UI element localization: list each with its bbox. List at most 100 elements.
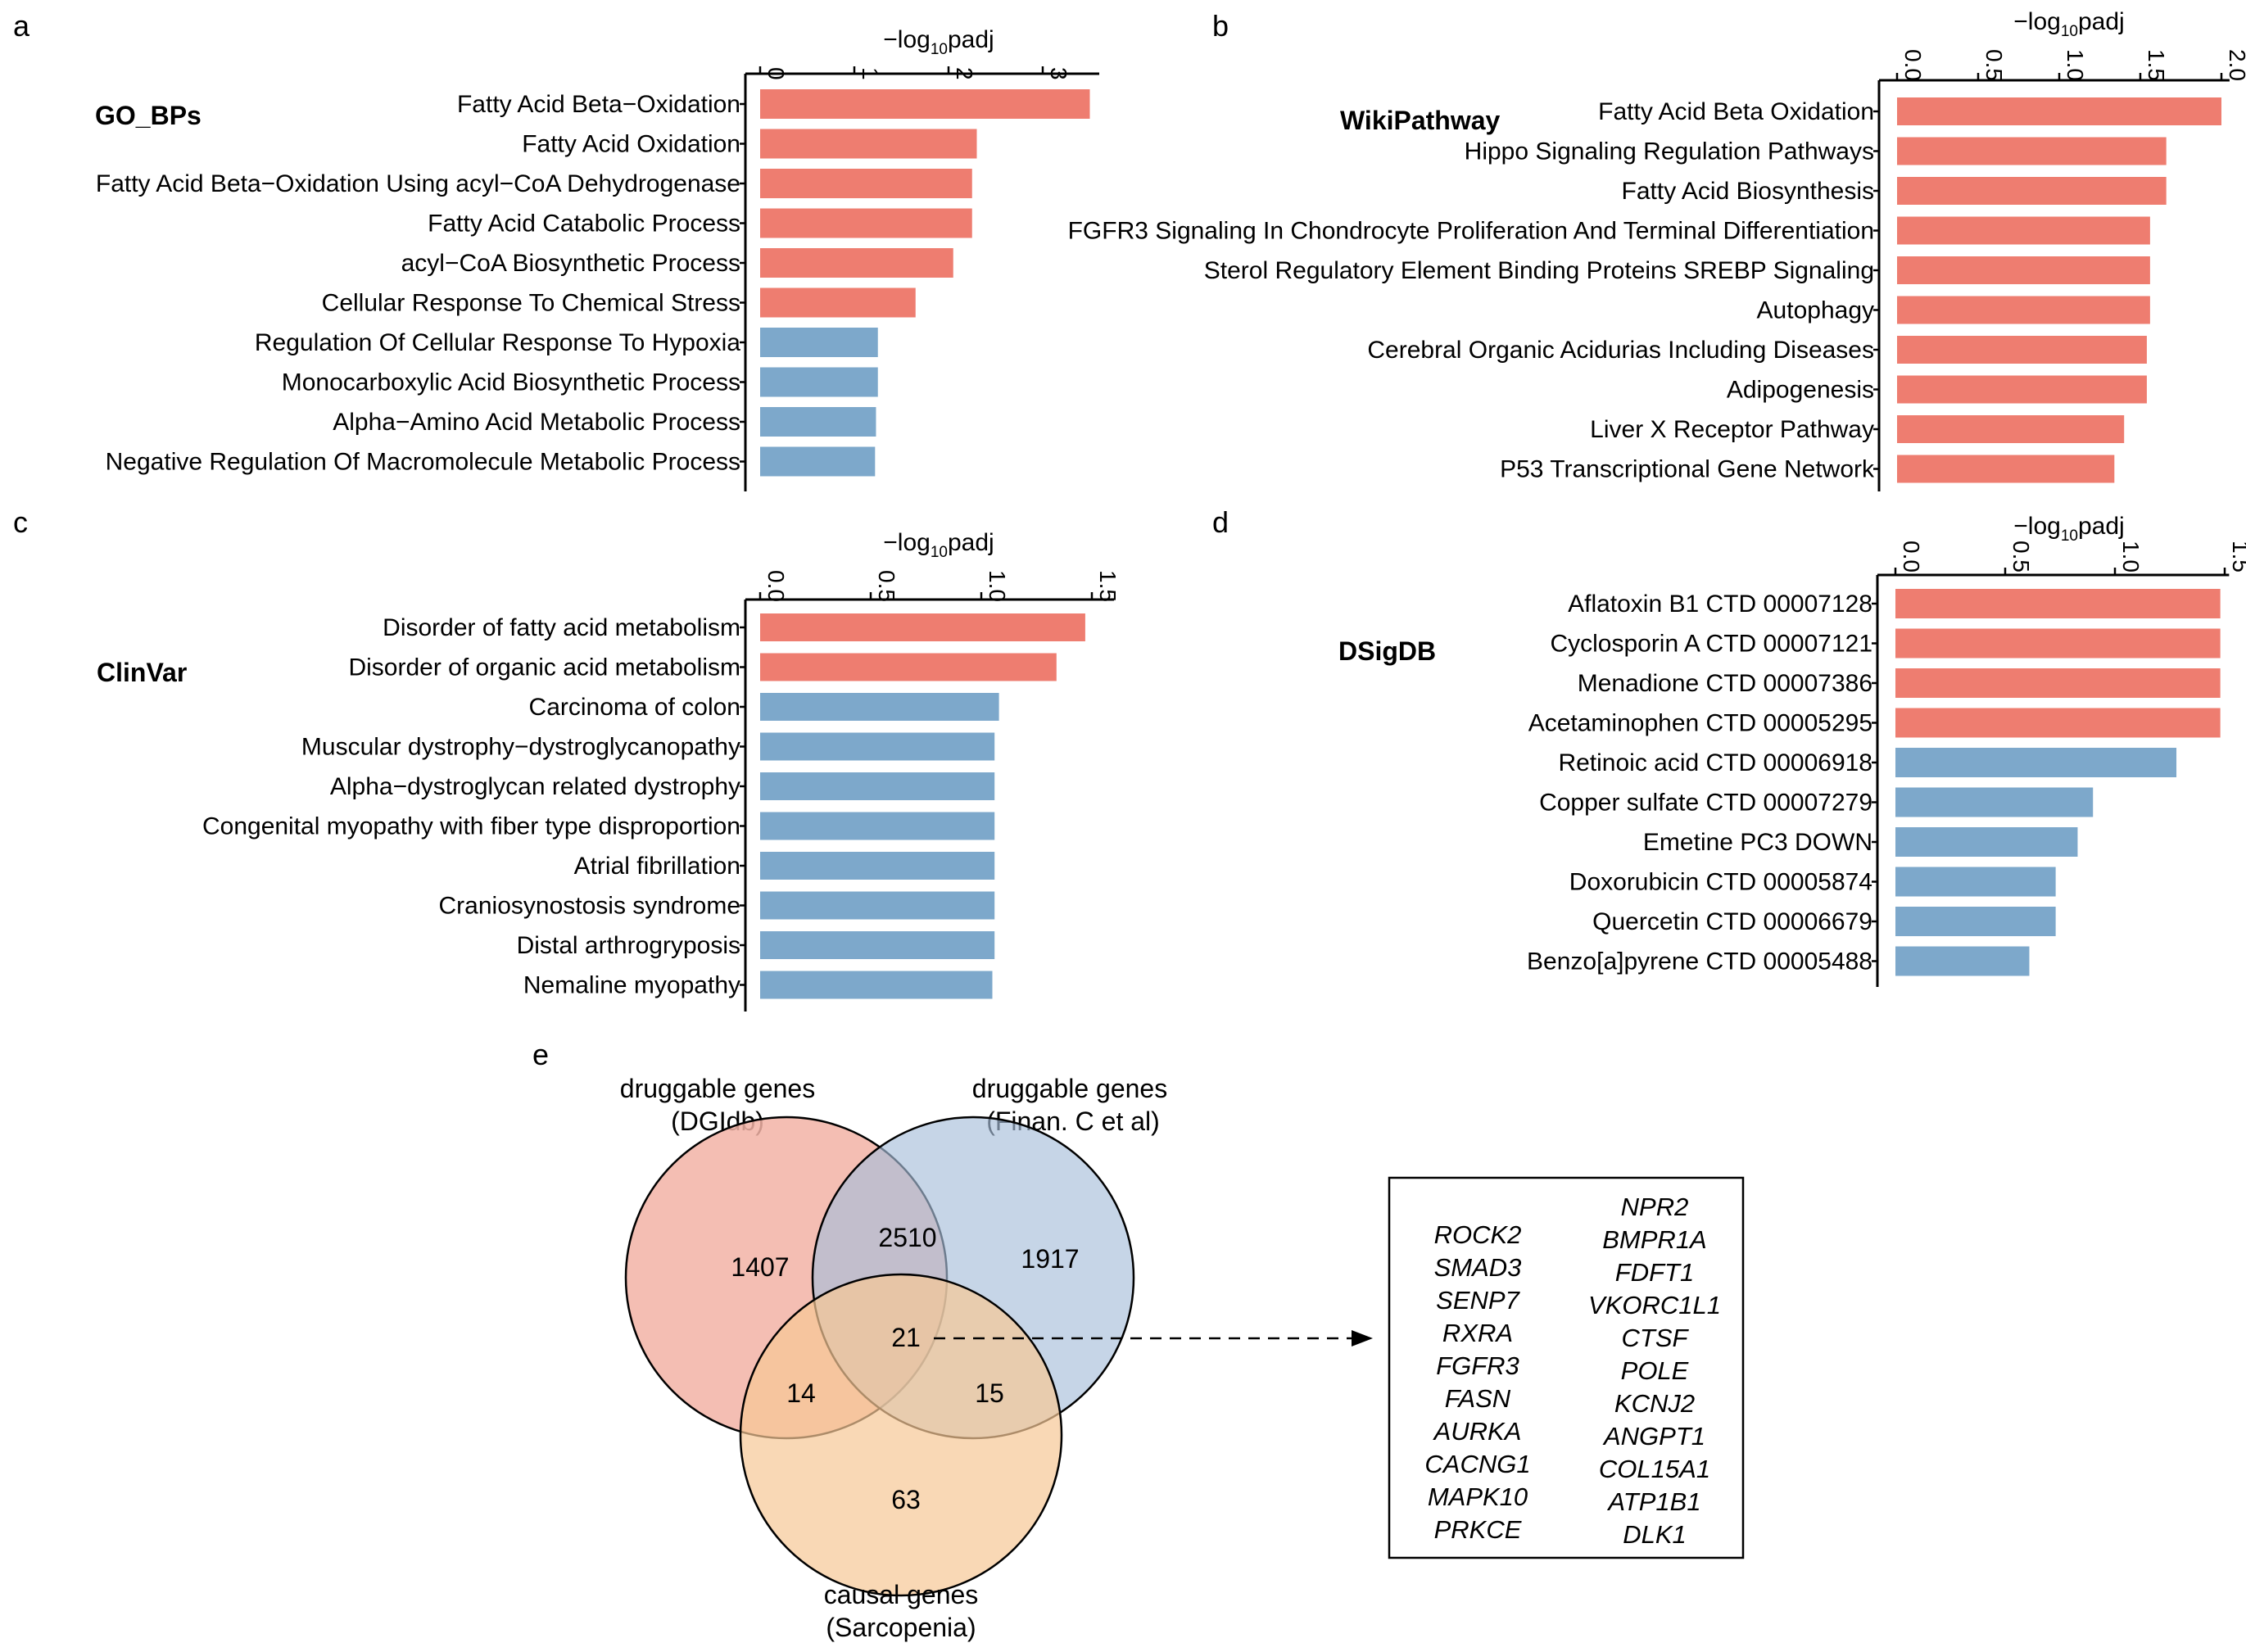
- axis-title-b: −log10padj: [2013, 8, 2124, 40]
- category-label: Nemaline myopathy: [523, 972, 740, 999]
- x-tick-label: 0.0: [1900, 49, 1926, 81]
- category-label: Cyclosporin A CTD 00007121: [1550, 631, 1872, 658]
- panel-letter-e: e: [532, 1038, 549, 1071]
- category-label: Liver X Receptor Pathway: [1590, 416, 1874, 443]
- gene-name: VKORC1L1: [1588, 1291, 1721, 1319]
- venn-label-finan-line1: druggable genes: [972, 1074, 1167, 1103]
- panel-d: d DSigDB −log10padj 0.0 0.5 1.0 1.5 Aflatoxi…: [1212, 505, 2246, 987]
- bar: [760, 971, 993, 999]
- bar: [760, 129, 977, 159]
- x-tick-label: 0.5: [874, 570, 899, 602]
- bar: [1895, 589, 2221, 618]
- category-label: Carcinoma of colon: [529, 694, 740, 721]
- category-label: Sterol Regulatory Element Binding Protei…: [1204, 257, 1874, 284]
- x-tick-label: 1.0: [985, 570, 1010, 602]
- bar: [1897, 455, 2115, 483]
- gene-name: ATP1B1: [1606, 1487, 1700, 1516]
- panel-e: e druggable genes (DGIdb) druggable gene…: [532, 1038, 1745, 1642]
- category-label: Aflatoxin B1 CTD 00007128: [1568, 591, 1872, 618]
- gene-name: MAPK10: [1428, 1482, 1528, 1511]
- category-label: Fatty Acid Oxidation: [522, 131, 740, 158]
- axis-title-c: −log10padj: [883, 529, 994, 561]
- bar: [760, 328, 878, 357]
- x-tick-label: 1.5: [2228, 541, 2246, 573]
- x-tick-label: 2: [952, 67, 977, 80]
- gene-name: SMAD3: [1434, 1253, 1522, 1282]
- panel-b: b WikiPathway −log10padj 0.0 0.5 1.0 1.5 2.0…: [1068, 8, 2246, 491]
- category-label: Alpha−dystroglycan related dystrophy: [330, 773, 740, 800]
- gene-name: ANGPT1: [1602, 1422, 1705, 1451]
- category-label: Hippo Signaling Regulation Pathways: [1465, 138, 1874, 165]
- db-name-go-bps: GO_BPs: [95, 101, 202, 130]
- x-tick-label: 0: [763, 67, 789, 80]
- gene-name: FASN: [1445, 1384, 1511, 1413]
- category-label: Autophagy: [1757, 297, 1874, 324]
- bar: [1897, 137, 2167, 165]
- venn-count-dgidb-only: 1407: [731, 1252, 789, 1282]
- panel-c: c ClinVar −log10padj 0.0 0.5 1.0 1.5 Disorde…: [13, 505, 1121, 1012]
- category-label: Fatty Acid Beta−Oxidation: [457, 91, 740, 118]
- category-label: Atrial fibrillation: [574, 853, 740, 880]
- bar: [760, 772, 995, 800]
- panel-letter-c: c: [13, 505, 28, 539]
- bar: [1897, 97, 2221, 125]
- category-label: acyl−CoA Biosynthetic Process: [401, 250, 740, 277]
- category-label: Cerebral Organic Acidurias Including Dis…: [1367, 337, 1874, 364]
- bar: [1897, 216, 2150, 245]
- x-tick-label: 0.5: [2008, 541, 2034, 573]
- x-tick-label: 0.0: [1899, 541, 1924, 573]
- bar: [760, 169, 972, 198]
- x-tick-label: 1.0: [2118, 541, 2144, 573]
- gene-name: NPR2: [1621, 1193, 1689, 1221]
- gene-name: PRKCE: [1434, 1515, 1522, 1544]
- category-label: Doxorubicin CTD 00005874: [1569, 869, 1872, 896]
- category-label: Negative Regulation Of Macromolecule Met…: [106, 449, 740, 476]
- bar: [760, 653, 1057, 681]
- category-label: Cellular Response To Chemical Stress: [322, 290, 740, 317]
- venn-label-dgidb-line1: druggable genes: [620, 1074, 815, 1103]
- venn-count-dgidb-finan: 2510: [878, 1223, 936, 1252]
- gene-name: DLK1: [1623, 1520, 1687, 1549]
- bar: [1895, 946, 2030, 976]
- category-label: Fatty Acid Catabolic Process: [428, 210, 740, 238]
- category-label: Adipogenesis: [1727, 377, 1874, 404]
- category-label: Fatty Acid Beta Oxidation: [1598, 98, 1874, 125]
- bar: [1897, 375, 2147, 404]
- bar: [760, 287, 916, 318]
- bar: [1897, 296, 2150, 324]
- bar: [1897, 415, 2125, 443]
- bar: [760, 248, 953, 278]
- panel-letter-a: a: [13, 9, 30, 43]
- bar: [1897, 177, 2167, 205]
- bar-chart-go-bps: 0 1 2 3 Fatty Acid Beta−Oxidation Fatty Acid …: [96, 66, 1099, 491]
- category-label: Menadione CTD 00007386: [1578, 670, 1872, 697]
- x-tick-label: 1.5: [2144, 49, 2169, 81]
- bar: [1895, 668, 2221, 698]
- venn-label-causal-line2: (Sarcopenia): [826, 1613, 976, 1642]
- bar: [760, 367, 878, 397]
- axis-title-d: −log10padj: [2013, 513, 2124, 545]
- bar: [1895, 628, 2221, 659]
- x-tick-label: 3: [1046, 67, 1071, 80]
- gene-name: ROCK2: [1434, 1220, 1522, 1249]
- venn-count-all-three: 21: [891, 1323, 921, 1352]
- category-label: FGFR3 Signaling In Chondrocyte Prolifera…: [1068, 218, 1874, 245]
- gene-name: SENP7: [1436, 1286, 1520, 1315]
- x-tick-label: 1: [858, 67, 883, 80]
- venn-count-dgidb-causal: 14: [786, 1378, 816, 1408]
- gene-name: FGFR3: [1436, 1351, 1519, 1380]
- category-label: P53 Transcriptional Gene Network: [1500, 456, 1875, 483]
- category-label: Emetine PC3 DOWN: [1643, 829, 1872, 856]
- gene-name: KCNJ2: [1614, 1389, 1695, 1418]
- bar: [760, 852, 995, 880]
- gene-name: FDFT1: [1615, 1258, 1694, 1287]
- gene-list-left: ROCK2 SMAD3 SENP7 RXRA FGFR3 FASN AURKA CACNG1 M…: [1424, 1220, 1530, 1544]
- gene-name: AURKA: [1433, 1417, 1522, 1446]
- x-tick-label: 0.0: [763, 570, 789, 602]
- bar: [760, 208, 972, 238]
- bar: [1895, 907, 2056, 936]
- category-label: Disorder of organic acid metabolism: [348, 654, 740, 681]
- panel-a: a GO_BPs −log10padj 0 1 2 3 Fatty Acid Beta−…: [13, 9, 1099, 491]
- bar-chart-dsigdb: 0.0 0.5 1.0 1.5 Aflatoxin B1 CTD 00007128 Cyc…: [1527, 541, 2246, 987]
